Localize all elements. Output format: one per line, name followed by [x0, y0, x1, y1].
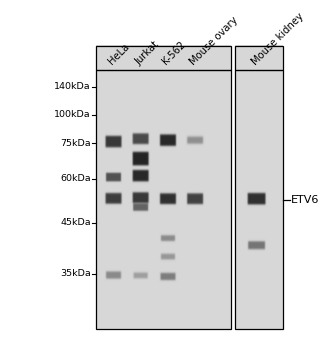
- Text: 45kDa: 45kDa: [60, 218, 91, 227]
- Bar: [96, 46, 231, 329]
- Text: HeLa: HeLa: [107, 42, 132, 67]
- Text: Mouse ovary: Mouse ovary: [188, 15, 240, 67]
- Text: Mouse kidney: Mouse kidney: [250, 11, 305, 67]
- Bar: [235, 46, 283, 329]
- Text: 60kDa: 60kDa: [60, 174, 91, 183]
- Text: 75kDa: 75kDa: [60, 139, 91, 148]
- Text: ETV6: ETV6: [291, 195, 319, 205]
- Text: 100kDa: 100kDa: [54, 111, 91, 119]
- Text: 35kDa: 35kDa: [60, 269, 91, 278]
- Text: Jurkat: Jurkat: [134, 39, 161, 67]
- Text: 140kDa: 140kDa: [54, 82, 91, 91]
- Text: K-562: K-562: [161, 40, 188, 67]
